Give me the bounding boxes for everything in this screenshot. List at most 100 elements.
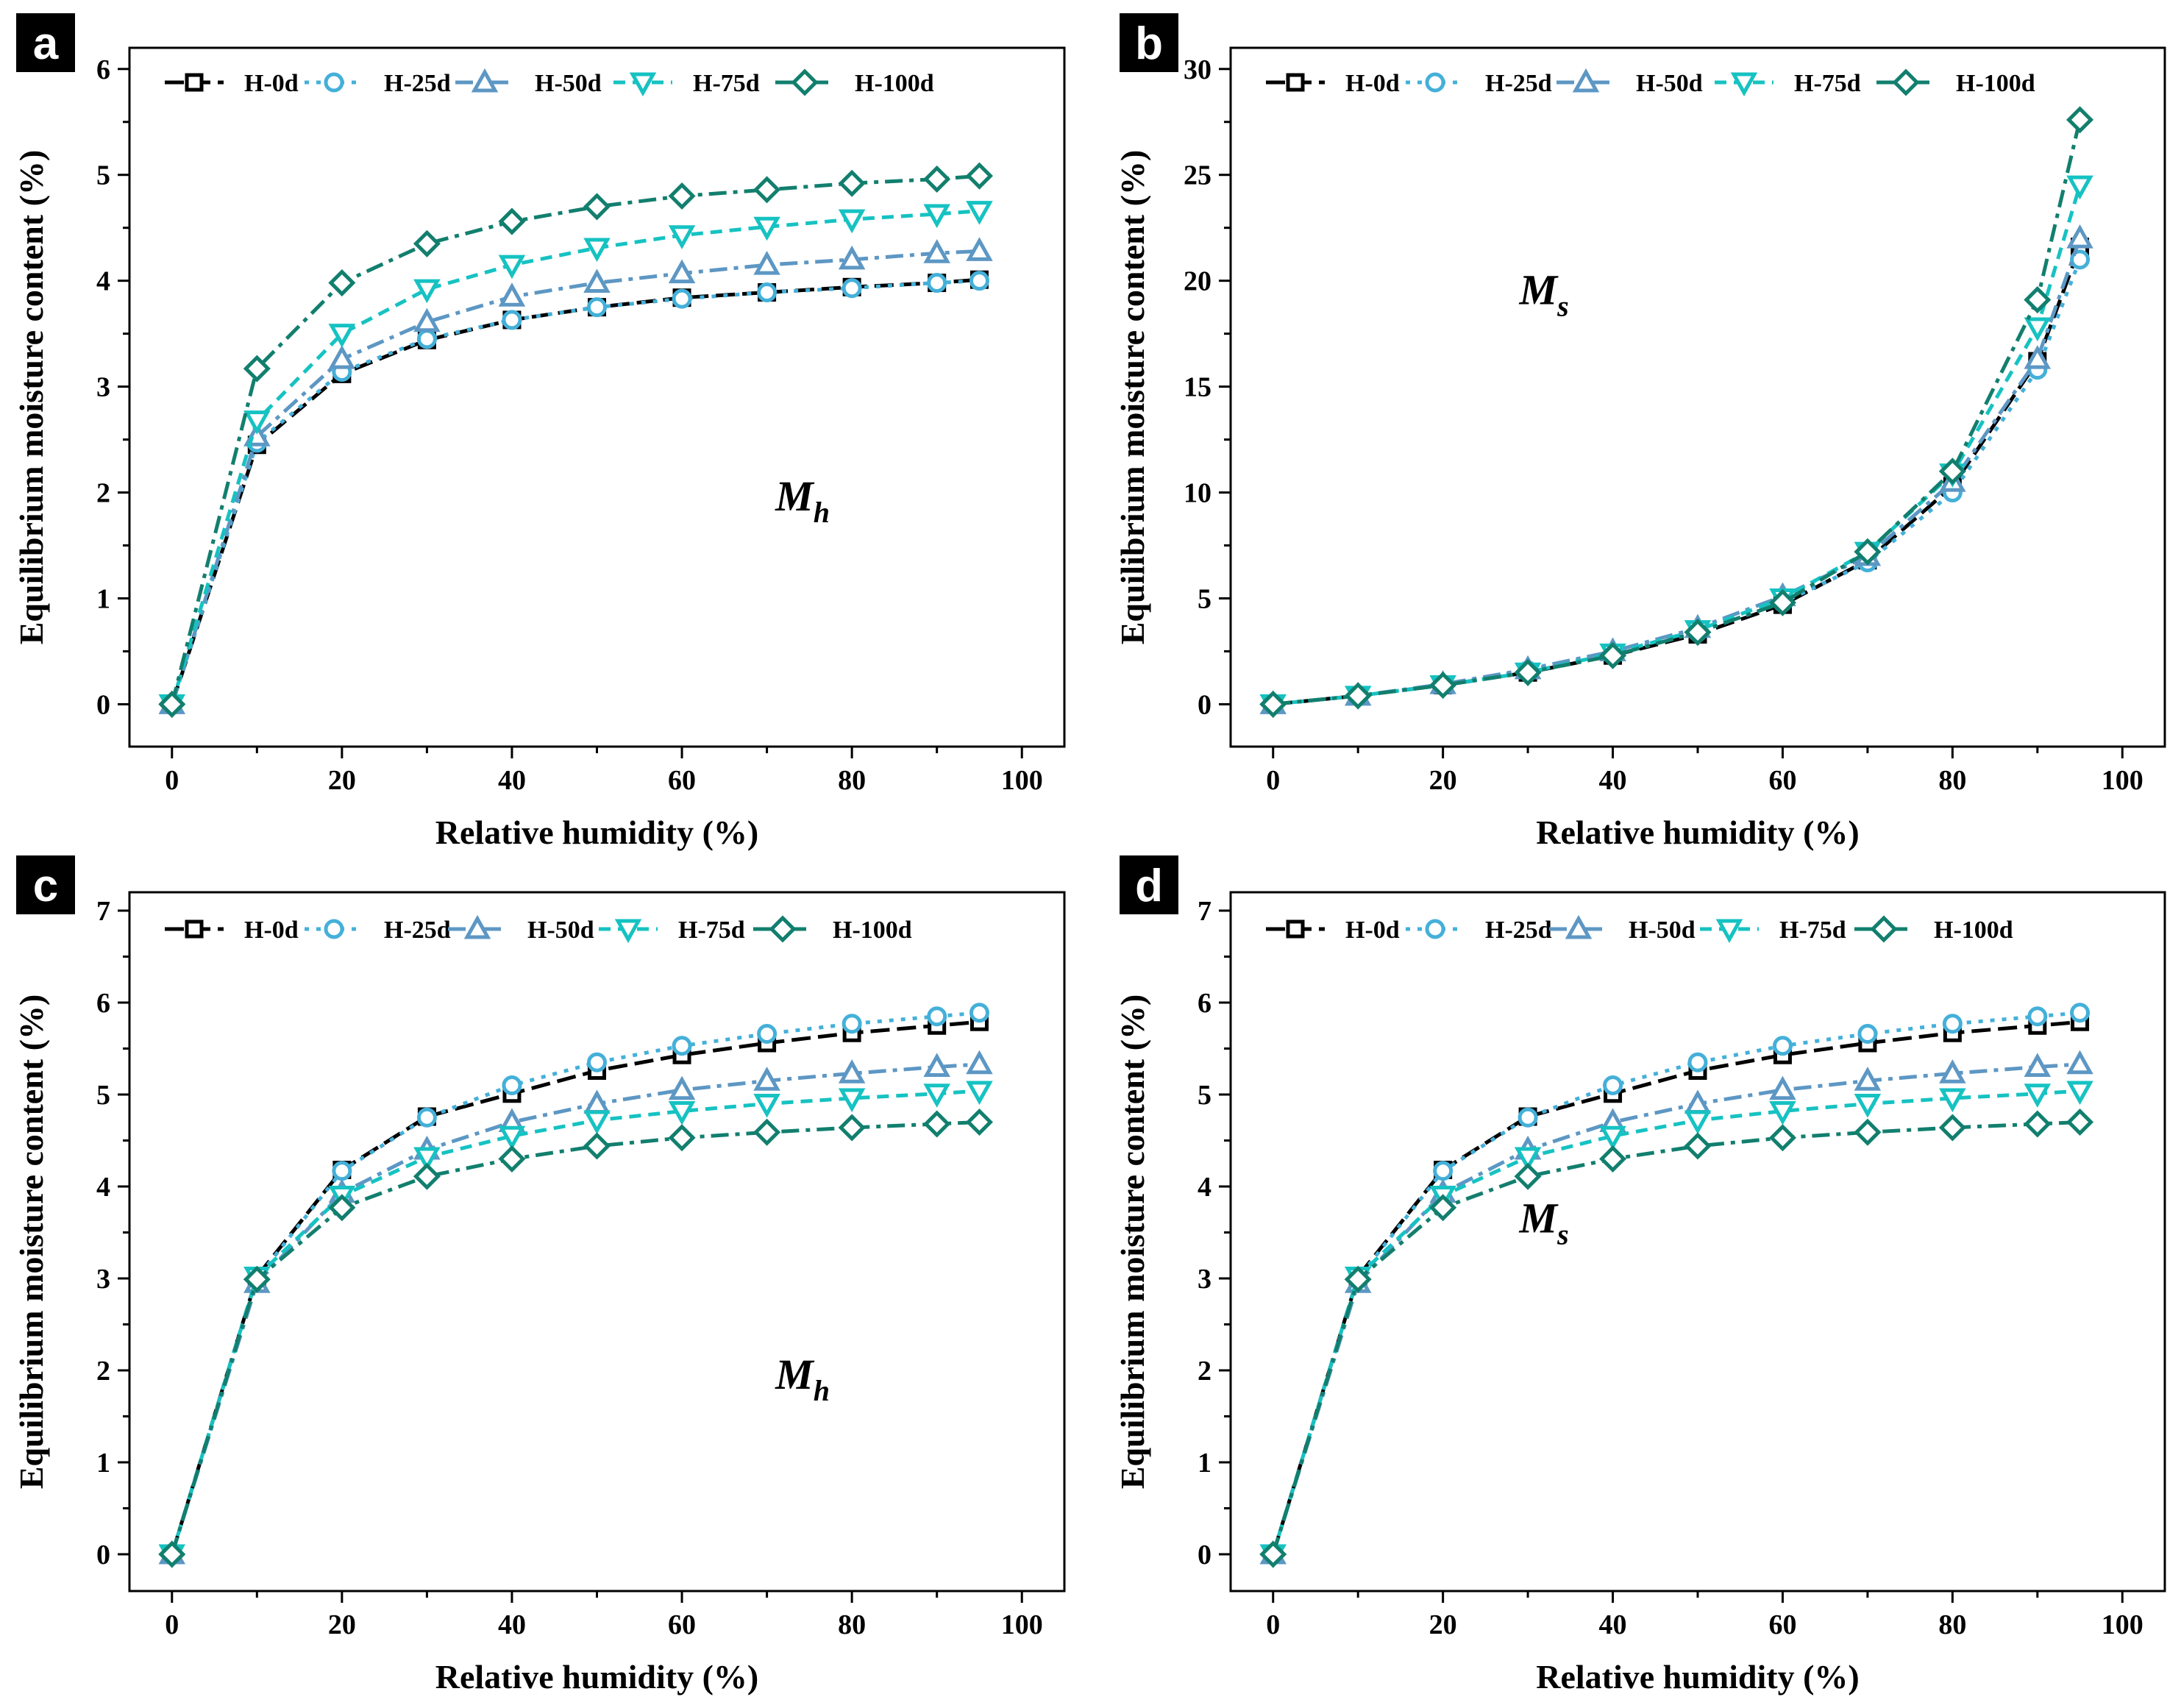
legend-label: H-50d (1629, 917, 1696, 944)
y-tick-label: 4 (96, 266, 110, 297)
legend-item: H-50d (448, 914, 594, 944)
legend-marker (1286, 73, 1305, 92)
series-line (170, 1089, 980, 1555)
x-tick-label: 0 (1266, 765, 1280, 796)
legend-item: H-0d (1266, 70, 1400, 97)
x-tick-label: 80 (838, 1609, 866, 1640)
annotation-label: Ms (1519, 266, 1569, 322)
legend-marker (1892, 68, 1920, 96)
data-point (923, 1053, 950, 1077)
plot-frame (128, 46, 1066, 748)
legend-marker (791, 68, 819, 96)
data-point (1854, 1094, 1882, 1118)
data-point (2027, 1006, 2048, 1027)
legend-item: H-50d (1549, 914, 1696, 944)
series-line (170, 1062, 980, 1555)
data-point (502, 310, 522, 330)
data-point (757, 1024, 778, 1044)
y-tick-label: 3 (1198, 1264, 1212, 1295)
data-point (1772, 1036, 1793, 1056)
data-point (838, 1088, 866, 1113)
legend-item: H-100d (775, 68, 934, 97)
data-point (923, 1110, 951, 1138)
data-point (965, 1108, 993, 1136)
data-point (1514, 1147, 1542, 1172)
legend-label: H-0d (1345, 917, 1400, 944)
x-tick-label: 20 (328, 765, 356, 796)
panel-label-box (16, 13, 75, 72)
legend-label: H-25d (1485, 917, 1552, 944)
y-axis-label: Equilibrium moisture content (%) (1114, 150, 1151, 645)
data-point (2066, 224, 2093, 249)
y-axis-label: Equilibrium moisture content (%) (13, 994, 50, 1490)
x-axis-label: Relative humidity (%) (435, 1658, 759, 1695)
legend-label: H-100d (1934, 917, 2013, 944)
panel-label: d (1120, 855, 1178, 914)
data-point (1514, 1162, 1542, 1190)
data-point (1433, 1161, 1454, 1181)
y-tick-label: 5 (1198, 583, 1212, 614)
legend-marker (1572, 68, 1600, 93)
x-tick-label: 100 (2102, 765, 2143, 796)
chart-panel-a: 0 20 40 60 80 100 0 1 2 3 4 5 6 Relative humidity (%)… (13, 13, 1066, 851)
data-point (413, 229, 441, 257)
data-point (668, 1124, 696, 1152)
legend-label: H-25d (384, 917, 451, 944)
data-point (583, 238, 611, 263)
data-point (1939, 1059, 1966, 1083)
data-point (2070, 1003, 2091, 1023)
data-point (1344, 1265, 1372, 1293)
legend-item: H-100d (753, 915, 912, 944)
plot-frame (128, 891, 1066, 1593)
data-point (668, 182, 696, 210)
panel-label-text: c (33, 861, 58, 911)
x-tick-label: 20 (1429, 1609, 1457, 1640)
legend-marker (1286, 919, 1305, 939)
data-point (1687, 1052, 1708, 1072)
data-point (416, 1107, 437, 1128)
data-point (158, 1540, 186, 1568)
legend-marker (614, 919, 642, 944)
data-point (583, 1110, 611, 1135)
y-tick-label: 7 (1198, 896, 1212, 927)
series-H-75d (1259, 1081, 2093, 1569)
x-tick-label: 40 (498, 765, 526, 796)
series-line (170, 277, 980, 705)
data-point (498, 255, 526, 280)
data-point (1942, 1014, 1963, 1034)
annotation-sub: s (1556, 289, 1569, 322)
chart-panel-b: 0 20 40 60 80 100 0 5 10 15 20 25 30 Relative humidit… (1114, 13, 2166, 851)
y-tick-label: 25 (1184, 160, 1212, 191)
legend-label: H-50d (535, 70, 602, 97)
series-H-75d (158, 201, 993, 719)
y-tick-label: 0 (96, 1540, 110, 1570)
data-point (413, 307, 441, 332)
legend-item: H-0d (1266, 917, 1400, 944)
data-point (1518, 1107, 1538, 1128)
series-H-100d (1259, 106, 2094, 718)
data-point (1684, 1089, 1712, 1114)
legend-item: H-0d (165, 917, 299, 944)
annotation-sub: h (814, 496, 830, 529)
legend-item: H-75d (1715, 70, 1861, 97)
panel-label-text: b (1135, 18, 1163, 69)
legend-label: H-0d (244, 917, 299, 944)
data-point (2024, 317, 2052, 342)
data-point (668, 225, 696, 249)
data-point (966, 1081, 993, 1106)
data-point (587, 1052, 607, 1072)
x-tick-label: 0 (165, 765, 179, 796)
x-tick-label: 80 (1938, 765, 1966, 796)
data-point (1768, 1124, 1796, 1152)
data-point (1854, 1067, 1882, 1091)
x-tick-label: 60 (1768, 765, 1796, 796)
data-point (1259, 1540, 1287, 1568)
data-point (923, 165, 951, 193)
series-H-25d (1263, 249, 2091, 714)
y-tick-label: 2 (96, 478, 110, 509)
panel-label-box (1120, 855, 1178, 914)
legend-item: H-100d (1876, 68, 2035, 97)
data-point (668, 259, 696, 284)
legend-marker (769, 915, 797, 943)
